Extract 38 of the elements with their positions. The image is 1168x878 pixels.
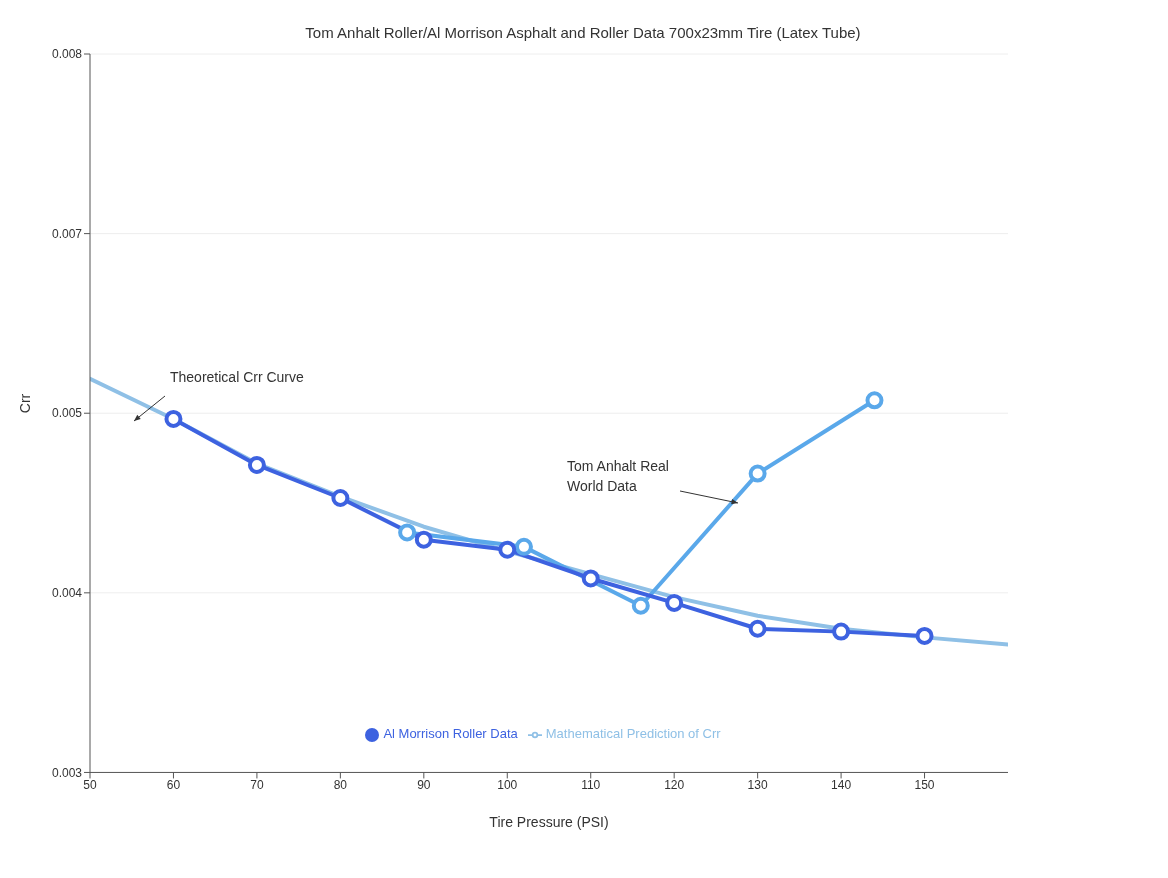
y-tick-label: 0.004 <box>51 586 83 601</box>
x-tick-label: 50 <box>83 777 97 792</box>
x-tick-label: 140 <box>831 777 852 792</box>
point <box>665 593 684 612</box>
point <box>865 391 884 410</box>
point <box>514 537 533 556</box>
x-tick-label: 110 <box>581 777 601 792</box>
point <box>414 530 433 549</box>
point <box>832 622 851 641</box>
point <box>331 488 350 507</box>
x-tick-label: 70 <box>250 777 264 792</box>
annotation: Tom Anhalt Real World Data <box>567 457 670 496</box>
point <box>581 569 600 588</box>
legend-label: Mathematical Prediction of Crr <box>545 726 721 741</box>
x-tick-label: 120 <box>664 777 685 792</box>
point <box>748 619 767 638</box>
point <box>631 596 650 615</box>
y-tick-label: 0.005 <box>51 406 83 421</box>
annotation: Theoretical Crr Curve <box>170 368 305 387</box>
chart-title: Tom Anhalt Roller/Al Morrison Asphalt and Roller Data 700x23mm Tire (Latex Tube) <box>304 24 862 43</box>
x-tick-label: 130 <box>747 777 768 792</box>
y-tick-label: 0.003 <box>51 765 83 780</box>
x-tick-label: 60 <box>166 777 181 792</box>
point <box>498 540 517 559</box>
x-tick-label: 80 <box>333 777 348 792</box>
point <box>164 409 183 428</box>
point <box>915 626 934 645</box>
legend-label: Al Morrison Roller Data <box>383 726 518 741</box>
x-tick-label: 90 <box>417 777 431 792</box>
point <box>748 464 767 483</box>
x-tick-label: 150 <box>914 777 935 792</box>
point <box>247 455 266 474</box>
y-tick-label: 0.007 <box>51 226 83 241</box>
x-tick-label: 100 <box>497 777 518 792</box>
x-axis-title: Tire Pressure (PSI) <box>489 814 609 831</box>
y-axis-title: Crr <box>16 393 33 414</box>
point <box>398 523 417 542</box>
y-tick-label: 0.008 <box>51 47 83 62</box>
